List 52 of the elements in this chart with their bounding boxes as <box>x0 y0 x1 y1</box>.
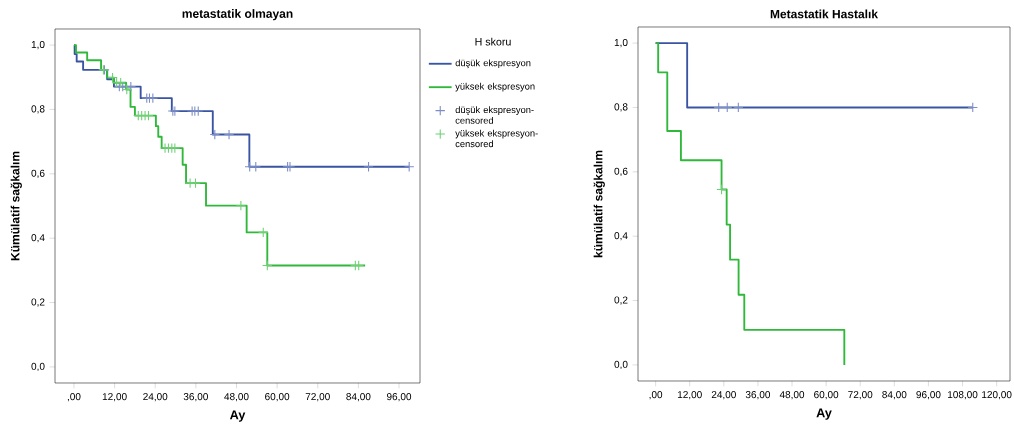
x-tick-label: ,00 <box>649 391 663 400</box>
x-tick-label: 96,00 <box>916 391 941 400</box>
x-tick-label: 96,00 <box>386 393 412 402</box>
legend-label: düşük ekspresyon-censored <box>455 106 534 124</box>
x-tick-label: 84,00 <box>346 393 371 402</box>
x-tick-label: 84,00 <box>882 391 907 400</box>
y-tick-label: 0,4 <box>614 232 628 241</box>
x-axis-title: Ay <box>816 408 832 420</box>
y-tick-label: 0,6 <box>614 167 628 176</box>
y-axis-title: Kümülatif sağkalım <box>10 151 22 261</box>
point <box>250 161 261 172</box>
x-tick-label: 12,00 <box>102 393 127 402</box>
legend-label: yüksek ekspresyon <box>455 82 535 92</box>
legend-title: H skoru <box>475 37 511 46</box>
x-tick-label: 60,00 <box>814 391 839 400</box>
x-tick-label: 72,00 <box>848 391 873 400</box>
point <box>223 129 235 140</box>
y-tick-label: 0,8 <box>614 103 628 112</box>
point <box>262 260 273 271</box>
y-axis-title: kümülatif sağkalım <box>593 150 605 258</box>
point <box>403 161 415 172</box>
point <box>258 227 269 238</box>
x-axis-title: Ay <box>229 410 246 422</box>
y-tick-label: 0,4 <box>31 234 45 243</box>
y-tick-label: 1,0 <box>31 40 45 50</box>
legend-label: düşük ekspresyon <box>455 59 531 69</box>
legend-label: yüksek ekspresyon-censored <box>455 129 538 148</box>
y-tick-label: 0,6 <box>31 169 45 178</box>
y-tick-label: 1,0 <box>614 38 628 48</box>
x-tick-label: 24,00 <box>143 393 168 402</box>
x-tick-label: 48,00 <box>779 391 805 400</box>
chart-title: Metastatik Hastalık <box>770 9 879 19</box>
y-tick-label: 0,0 <box>614 360 628 370</box>
x-tick-label: ,00 <box>67 393 81 402</box>
x-tick-label: 108,00 <box>948 391 978 400</box>
x-tick-label: 48,00 <box>224 393 249 402</box>
y-tick-label: 0,2 <box>614 296 628 305</box>
point <box>190 177 201 189</box>
chart-title: metastatik olmayan <box>182 9 293 21</box>
x-tick-label: 36,00 <box>183 393 208 402</box>
x-tick-label: 72,00 <box>305 393 330 402</box>
x-tick-label: 24,00 <box>711 391 736 400</box>
x-tick-label: 12,00 <box>677 391 702 400</box>
x-tick-label: 60,00 <box>265 393 290 402</box>
point <box>235 200 247 211</box>
x-tick-label: 120,00 <box>982 391 1012 400</box>
y-tick-label: 0,0 <box>31 362 45 372</box>
point <box>209 129 221 140</box>
y-tick-label: 0,2 <box>31 298 45 307</box>
y-tick-label: 0,8 <box>31 105 45 114</box>
point <box>363 161 374 172</box>
x-tick-label: 36,00 <box>745 391 771 400</box>
